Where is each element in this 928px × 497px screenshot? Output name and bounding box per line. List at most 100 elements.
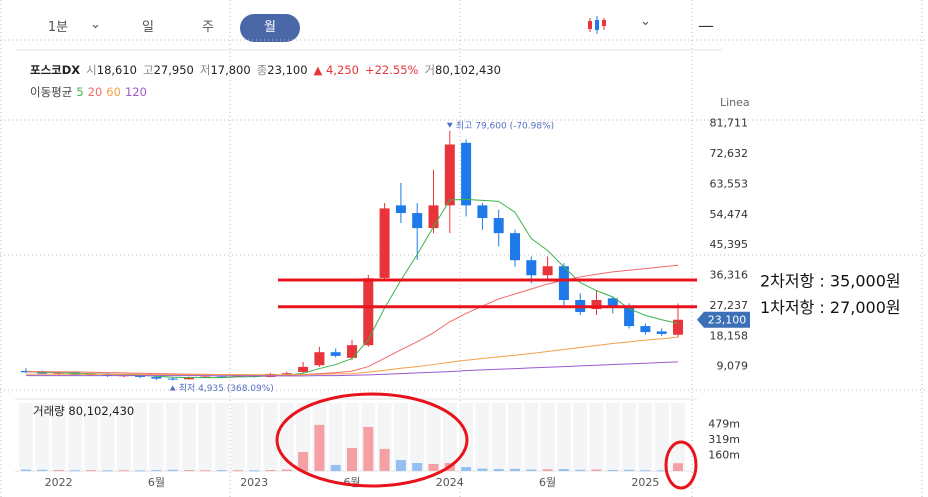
volume-bar (281, 469, 292, 471)
candle-body (298, 366, 309, 372)
line-tool[interactable]: — (698, 16, 714, 35)
column-bg (328, 403, 343, 471)
volume-bar (526, 469, 537, 471)
volume-bar (673, 463, 683, 471)
candle-body (347, 345, 357, 358)
resistance-label: 1차저항 : 27,000원 (760, 298, 901, 317)
chevron[interactable]: ⌄ (90, 17, 101, 32)
x-tick-label: 6월 (539, 476, 556, 489)
field-value: 80,102,430 (435, 63, 501, 77)
candle-body (363, 278, 374, 346)
volume-bar (314, 424, 325, 471)
candle-body (135, 375, 146, 377)
volume-bar (510, 468, 520, 471)
column-bg (540, 403, 555, 471)
chevron[interactable]: ⌄ (640, 14, 651, 29)
volume-bar (575, 469, 586, 471)
candle-body (461, 142, 472, 206)
y-tick-label: 63,553 (710, 177, 749, 190)
volume-bar (118, 470, 129, 472)
candle-body (673, 319, 683, 335)
column-bg (638, 403, 653, 471)
column-bg (622, 403, 637, 471)
candle-body (444, 144, 455, 206)
column-bg (165, 403, 180, 471)
high-marker (446, 122, 453, 128)
candle-body (493, 218, 504, 234)
candle-body (330, 352, 341, 356)
volume-bar (347, 447, 357, 471)
candle-body (184, 377, 194, 380)
y-tick-label: 72,632 (710, 147, 749, 160)
ma-line (25, 198, 679, 379)
field-key: 저 (199, 63, 211, 77)
candle-body (69, 372, 80, 375)
price-tag: 23,100 (708, 314, 747, 327)
volume-title: 거래량 80,102,430 (33, 403, 134, 419)
volume-bar (493, 469, 504, 471)
price-info: 포스코DX 시18,610 고27,950 저17,800 종23,100 ▲ 4,250… (30, 62, 501, 78)
column-bg (508, 403, 522, 471)
change-pct: +22.55% (364, 63, 419, 77)
volume-bar (477, 468, 488, 471)
y-tick-label: 479m (708, 417, 740, 430)
resistance-label: 2차저항 : 35,000원 (760, 271, 901, 290)
column-bg (230, 403, 245, 471)
column-bg (556, 403, 571, 471)
column-bg (654, 403, 669, 471)
volume-bar (86, 470, 97, 472)
candle-body (53, 372, 64, 374)
field-key: 거 (424, 63, 436, 77)
volume-bar (265, 470, 276, 472)
x-tick-label: 2022 (45, 476, 73, 489)
scale-label: Linea (720, 96, 750, 109)
tab[interactable]: 1분 (47, 20, 69, 35)
volume-bar (298, 451, 309, 471)
volume-bar (640, 470, 651, 472)
column-bg (393, 403, 408, 471)
x-tick-label: 2024 (436, 476, 464, 489)
legend-entry: 20 (87, 85, 103, 99)
column-bg (149, 403, 164, 471)
column-bg (263, 403, 278, 471)
tab[interactable]: 월 (240, 14, 300, 42)
x-tick-label: 2025 (631, 476, 659, 489)
column-bg (426, 403, 441, 471)
volume-bar (200, 470, 211, 472)
column-bg (442, 403, 457, 471)
field-value: 27,950 (153, 63, 194, 77)
volume-bar (69, 470, 80, 472)
volume-bar (461, 467, 472, 471)
volume-bar (412, 463, 423, 471)
legend-entry: 120 (124, 85, 147, 99)
candle-body (200, 376, 211, 378)
x-tick-label: 6월 (148, 476, 165, 489)
volume-bar (102, 470, 113, 472)
candle-body (412, 213, 423, 229)
field-key: 고 (143, 63, 154, 77)
y-tick-label: 319m (708, 433, 740, 446)
y-tick-label: 160m (708, 448, 740, 461)
candle-body (591, 300, 602, 310)
column-bg (247, 403, 262, 471)
column-bg (214, 403, 229, 471)
volume-bar (37, 469, 48, 471)
column-bg (605, 403, 620, 471)
tab[interactable]: 주 (202, 20, 214, 35)
volume-bar (151, 470, 162, 472)
candle-icon[interactable] (588, 16, 606, 34)
y-tick-label: 54,474 (710, 208, 749, 221)
tab[interactable]: 일 (142, 20, 154, 35)
field-value: 23,100 (267, 63, 308, 77)
legend-entry: 60 (106, 85, 121, 99)
candle-body (265, 373, 276, 377)
column-bg (19, 403, 33, 471)
volume-bar (607, 470, 618, 472)
high-label: 최고 79,600 (-70.98%) (456, 120, 554, 131)
volume-bar (656, 470, 667, 472)
candle-body (607, 298, 618, 307)
highlight-ellipse (275, 392, 469, 488)
field-value: 18,610 (96, 63, 137, 77)
y-tick-label: 81,711 (710, 117, 749, 130)
